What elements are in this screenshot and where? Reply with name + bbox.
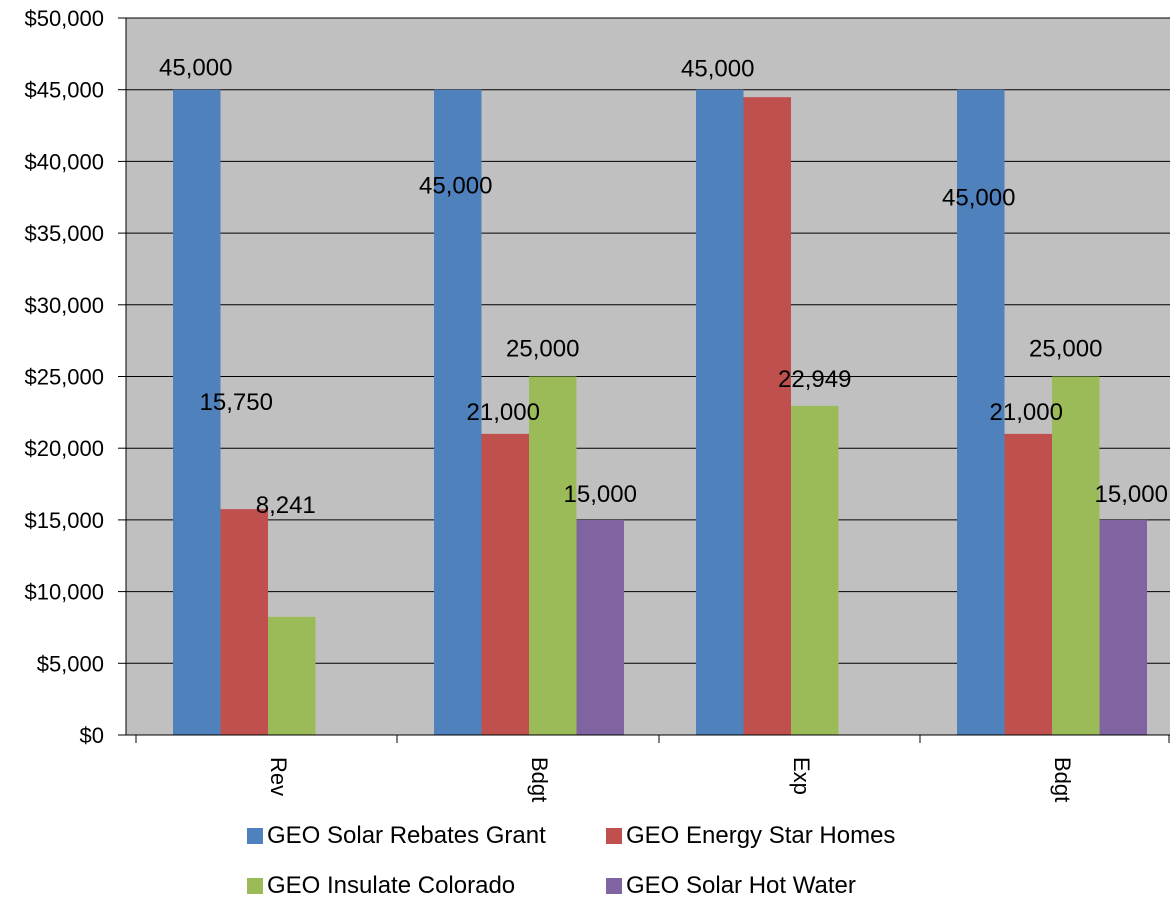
legend-swatch-energy-star <box>606 828 622 844</box>
legend-swatch-solar-rebates <box>247 828 263 844</box>
data-label: 25,000 <box>1029 336 1102 363</box>
data-label: 8,241 <box>256 492 316 519</box>
x-tick-label: Exp <box>789 757 814 795</box>
y-tick-label: $10,000 <box>24 580 104 605</box>
legend-label-solar-rebates: GEO Solar Rebates Grant <box>267 822 546 850</box>
bar <box>791 406 839 735</box>
bar <box>696 90 744 735</box>
bar <box>1100 520 1148 735</box>
bar <box>577 520 625 735</box>
data-label: 22,949 <box>778 366 851 393</box>
data-label: 15,000 <box>1095 481 1168 508</box>
y-tick-label: $45,000 <box>24 78 104 103</box>
legend-item-solar-hot-water: GEO Solar Hot Water <box>606 872 856 900</box>
bar <box>221 509 269 735</box>
legend-swatch-solar-hot-water <box>606 878 622 894</box>
data-label: 44,478 <box>721 0 794 2</box>
data-label: 15,000 <box>564 481 637 508</box>
data-label: 21,000 <box>467 399 540 426</box>
bar <box>482 434 530 735</box>
legend-label-energy-star: GEO Energy Star Homes <box>626 822 895 850</box>
legend-label-solar-hot-water: GEO Solar Hot Water <box>626 872 856 900</box>
x-tick-label: Rev <box>266 757 291 796</box>
legend-item-insulate-colorado: GEO Insulate Colorado <box>247 872 515 900</box>
bar <box>1052 377 1100 736</box>
y-tick-label: $50,000 <box>24 6 104 31</box>
x-tick-labels: Rev Bdgt Exp Bdgt <box>266 757 1075 802</box>
bar <box>1005 434 1053 735</box>
y-tick-label: $40,000 <box>24 149 104 174</box>
data-label: 45,000 <box>681 56 754 83</box>
x-tick-label: Bdgt <box>527 757 552 802</box>
data-label: 21,000 <box>990 399 1063 426</box>
data-label: 25,000 <box>506 336 579 363</box>
y-tick-labels: $0 $5,000 $10,000 $15,000 $20,000 $25,000 $30,… <box>24 6 104 748</box>
legend-swatch-insulate-colorado <box>247 878 263 894</box>
legend-item-energy-star: GEO Energy Star Homes <box>606 822 895 850</box>
x-tick-label: Bdgt <box>1050 757 1075 802</box>
legend-item-solar-rebates: GEO Solar Rebates Grant <box>247 822 546 850</box>
y-tick-label: $0 <box>80 723 104 748</box>
data-label: 45,000 <box>419 173 492 200</box>
y-tick-label: $30,000 <box>24 293 104 318</box>
y-tick-label: $20,000 <box>24 436 104 461</box>
data-label: 45,000 <box>942 185 1015 212</box>
legend-label-insulate-colorado: GEO Insulate Colorado <box>267 872 515 900</box>
bar <box>268 617 316 735</box>
data-label: 45,000 <box>159 55 232 82</box>
bar <box>744 97 792 735</box>
data-label: 15,750 <box>200 389 273 416</box>
y-tick-label: $5,000 <box>37 651 104 676</box>
y-tick-label: $15,000 <box>24 508 104 533</box>
y-tick-label: $25,000 <box>24 365 104 390</box>
y-tick-label: $35,000 <box>24 221 104 246</box>
bar <box>529 377 577 736</box>
